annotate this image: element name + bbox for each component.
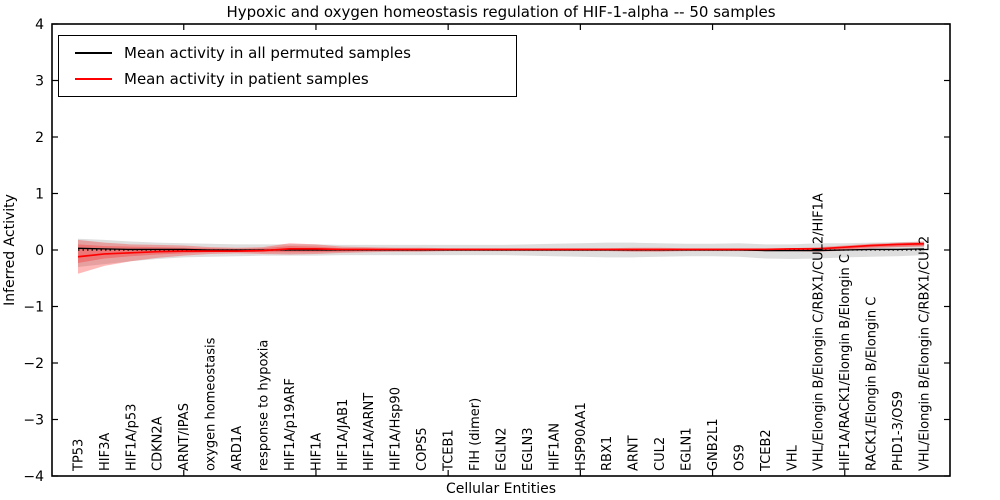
x-tick-label: HSP90AA1 xyxy=(574,402,589,471)
x-tick-label: HIF1A/p53 xyxy=(124,404,139,471)
y-tick-label: −4 xyxy=(23,469,44,485)
y-tick-label: 0 xyxy=(35,243,44,259)
y-tick-label: −3 xyxy=(23,413,44,429)
x-tick-label: TCEB2 xyxy=(759,429,774,472)
x-tick-label: oxygen homeostasis xyxy=(204,337,219,471)
x-tick-label: EGLN1 xyxy=(680,427,695,471)
x-tick-label: response to hypoxia xyxy=(257,340,272,471)
x-axis-label: Cellular Entities xyxy=(445,481,557,497)
y-tick-label: 2 xyxy=(35,130,44,146)
legend-line-sample-patient xyxy=(75,78,112,80)
x-tick-label: RBX1 xyxy=(600,436,615,471)
x-tick-label: TCEB1 xyxy=(442,429,457,472)
legend-item-patient: Mean activity in patient samples xyxy=(75,70,516,88)
x-tick-label: RACK1/Elongin B/Elongin C xyxy=(865,297,880,471)
legend: Mean activity in all permuted samples Me… xyxy=(58,35,517,97)
legend-line-sample-permuted xyxy=(75,52,112,54)
patient-mean-line xyxy=(77,242,925,258)
x-tick-label: HIF1AN xyxy=(547,423,562,471)
band-permuted-std xyxy=(78,238,925,267)
y-tick-label: −2 xyxy=(23,356,44,372)
x-tick-label: HIF1A/Hsp90 xyxy=(389,387,404,471)
x-tick-label: CDKN2A xyxy=(151,416,166,471)
y-tick-label: 1 xyxy=(35,187,44,203)
x-tick-label: VHL/Elongin B/Elongin C/RBX1/CUL2/HIF1A xyxy=(812,193,827,471)
x-tick-label: FIH (dimer) xyxy=(468,398,483,471)
x-tick-label: VHL xyxy=(785,444,800,471)
x-tick-label: EGLN3 xyxy=(521,427,536,471)
legend-label-permuted: Mean activity in all permuted samples xyxy=(124,44,411,62)
legend-item-permuted: Mean activity in all permuted samples xyxy=(75,44,516,62)
x-tick-label: OS9 xyxy=(732,444,747,471)
x-tick-label: HIF1A/JAB1 xyxy=(336,399,351,471)
y-tick-label: 4 xyxy=(35,17,44,33)
x-tick-label: HIF1A/ARNT xyxy=(362,393,377,471)
x-tick-label: HIF3A xyxy=(98,433,113,471)
x-tick-label: HIF1A xyxy=(309,433,324,471)
x-tick-label: ARNT xyxy=(627,435,642,471)
x-tick-label: COPS5 xyxy=(415,427,430,471)
x-tick-label: ARD1A xyxy=(230,426,245,471)
x-tick-label: HIF1A/RACK1/Elongin B/Elongin C xyxy=(838,254,853,471)
x-tick-label: CUL2 xyxy=(653,437,668,471)
y-tick-label: 3 xyxy=(35,74,44,90)
x-tick-label: HIF1A/p19ARF xyxy=(283,378,298,471)
x-tick-label: EGLN2 xyxy=(494,427,509,471)
x-tick-label: PHD1-3/OS9 xyxy=(891,391,906,471)
band-patient-std-inner xyxy=(78,242,925,263)
x-tick-label: GNB2L1 xyxy=(706,418,721,471)
y-tick-label: −1 xyxy=(23,300,44,316)
legend-label-patient: Mean activity in patient samples xyxy=(124,70,369,88)
x-tick-label: TP53 xyxy=(71,439,86,472)
x-tick-label: VHL/Elongin B/Elongin C/RBX1/CUL2 xyxy=(918,236,933,471)
x-tick-label: ARNT/IPAS xyxy=(177,403,192,471)
chart-title: Hypoxic and oxygen homeostasis regulatio… xyxy=(226,3,776,21)
